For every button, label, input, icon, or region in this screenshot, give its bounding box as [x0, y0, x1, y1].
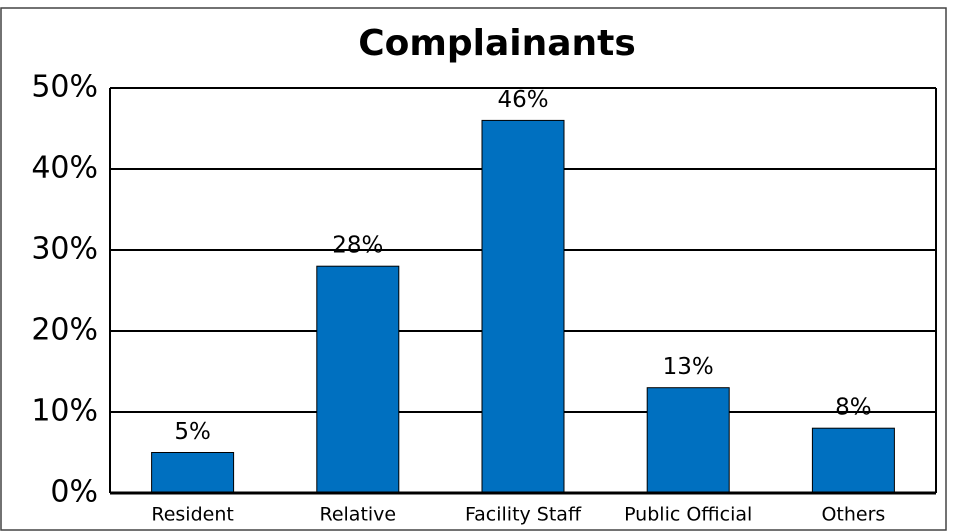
- bar: [481, 119, 565, 494]
- bar: [316, 265, 400, 494]
- bar: [811, 427, 895, 494]
- value-label: 8%: [835, 395, 872, 421]
- y-tick-label: 10%: [31, 394, 98, 429]
- y-tick-label: 20%: [31, 313, 98, 348]
- x-tick-label: Public Official: [624, 504, 752, 526]
- chart-title: Complainants: [358, 23, 636, 64]
- x-tick-label: Others: [821, 504, 885, 526]
- bar: [151, 452, 235, 494]
- frame: [0, 7, 947, 531]
- x-tick-label: Facility Staff: [465, 504, 582, 526]
- value-label: 13%: [663, 354, 714, 380]
- value-label: 46%: [497, 87, 548, 113]
- value-label: 28%: [332, 233, 383, 259]
- x-tick-label: Relative: [319, 504, 396, 526]
- value-label: 5%: [174, 419, 211, 445]
- x-tick-label: Resident: [151, 504, 233, 526]
- y-tick-label: 0%: [50, 475, 98, 510]
- y-tick-label: 50%: [31, 70, 98, 105]
- bar: [646, 387, 730, 494]
- y-tick-label: 30%: [31, 232, 98, 267]
- y-tick-label: 40%: [31, 151, 98, 186]
